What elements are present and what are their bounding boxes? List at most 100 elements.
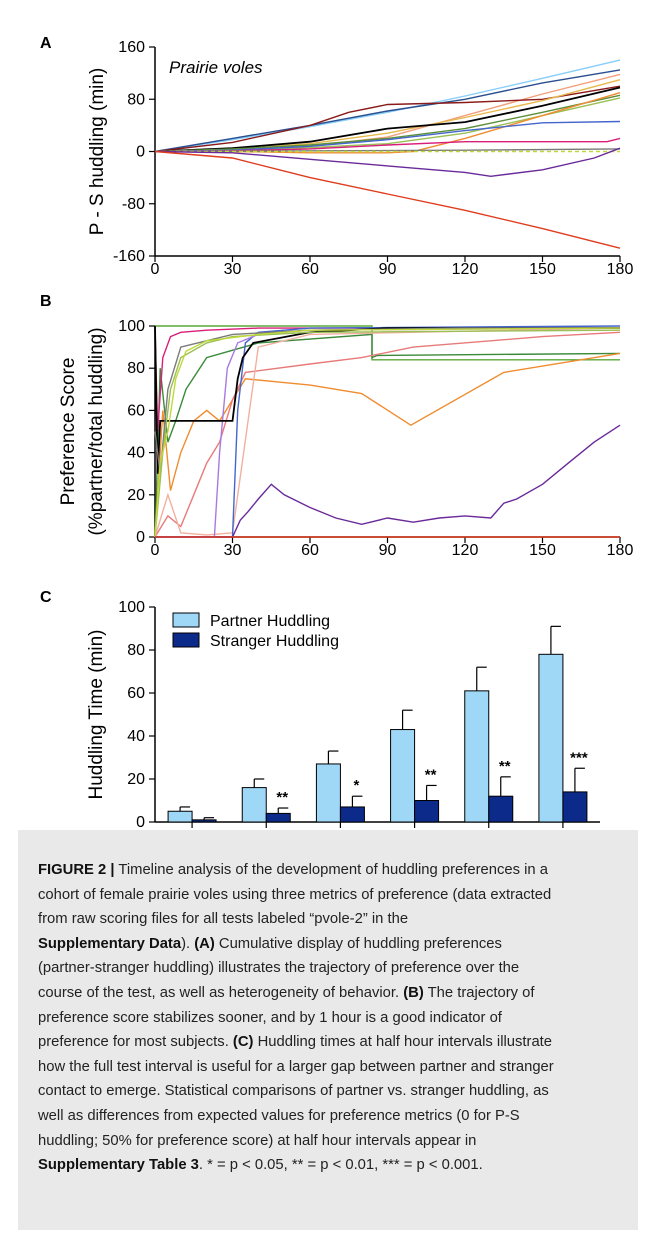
x-tick-label: 150 [529,261,556,278]
y-tick-label: 60 [127,402,145,419]
x-tick-label: 0 [151,261,160,278]
figure-caption: FIGURE 2 | Timeline analysis of the deve… [38,858,623,1178]
series-line-13 [155,424,621,538]
series-line-3 [154,352,621,538]
x-tick-label: 120 [452,542,479,559]
series-line-15 [154,150,621,249]
y-tick-label: 80 [127,360,145,377]
caption-background [18,830,638,1230]
series-line-4 [154,331,621,538]
chart-annotation: Prairie voles [169,58,263,77]
legend-swatch [172,612,200,628]
caption-text: . * = p < 0.05, ** = p < 0.01, *** = p <… [198,1157,483,1174]
x-tick-label: 150 [529,542,556,559]
y-tick-label: 60 [127,685,145,702]
bar-partner [464,690,490,823]
y-tick-label: 100 [118,599,145,616]
caption-text: cohort of female prairie voles using thr… [38,886,552,903]
y-tick-label: -80 [122,196,145,213]
bar-partner [241,787,267,823]
caption-line: preference score stabilizes sooner, and … [38,1006,623,1031]
series-line-11 [154,329,621,538]
x-tick-label: 90 [379,542,397,559]
significance-marker: ** [499,758,511,775]
y-tick-label: 40 [127,445,145,462]
caption-line: Supplementary Table 3. * = p < 0.05, ** … [38,1153,623,1178]
caption-text: Timeline analysis of the development of … [114,862,548,878]
series-line-5 [154,327,621,538]
y-axis-label-line2: (%partner/total huddling) [86,327,107,535]
series-line-12 [154,327,621,538]
x-tick-label: 180 [607,261,634,278]
significance-marker: ** [425,766,437,783]
x-tick-label: 90 [379,261,397,278]
caption-text: (partner-stranger huddling) illustrates … [38,960,520,977]
bar-partner [167,810,193,823]
significance-marker: *** [570,749,588,766]
bar-partner [315,763,341,823]
x-tick-label: 60 [301,542,319,559]
bar-stranger [191,819,217,823]
x-tick-label: 0 [151,542,160,559]
caption-text: preference for most subjects. [38,1034,233,1051]
caption-text: preference score stabilizes sooner, and … [38,1009,502,1026]
legend-swatch [172,632,200,648]
series-line-14 [154,147,621,178]
panel-letter-A: A [40,35,52,52]
significance-marker: ** [276,789,288,806]
y-tick-label: 0 [136,814,145,830]
caption-text: contact to emerge. Statistical compariso… [38,1083,549,1100]
x-tick-label: 30 [224,542,242,559]
caption-bold-text: Supplementary Table 3 [38,1157,199,1174]
y-axis-label: Huddling Time (min) [86,630,107,800]
x-tick-label: 120 [452,261,479,278]
y-tick-label: -160 [113,248,145,265]
caption-line: cohort of female prairie voles using thr… [38,883,623,908]
caption-text: from raw scoring files for all tests lab… [38,911,409,928]
caption-line: Supplementary Data). (A) Cumulative disp… [38,932,623,957]
caption-line: contact to emerge. Statistical compariso… [38,1079,623,1104]
bar-partner [390,729,416,823]
caption-bold-text: (B) [403,984,424,1001]
caption-text: Cumulative display of huddling preferenc… [214,935,502,952]
series-line-2 [154,69,621,153]
caption-line: how the full test interval is useful for… [38,1055,623,1080]
caption-bold-text: (C) [232,1034,254,1051]
x-tick-label: 180 [607,542,634,559]
caption-text: course of the test, as well as heterogen… [38,984,404,1001]
bar-partner [538,653,564,823]
caption-text: huddling; 50% for preference score) at h… [38,1132,477,1149]
y-tick-label: 160 [118,39,145,56]
panel-letter-C: C [40,589,52,606]
caption-line: well as differences from expected values… [38,1104,623,1129]
series-line-1 [154,59,621,153]
series-line-1 [155,325,620,361]
y-axis-label: P - S huddling (min) [87,68,108,236]
legend-label: Partner Huddling [210,613,330,630]
caption-bold-text: (A) [194,935,215,952]
y-axis-label-line1: Preference Score [58,358,79,506]
x-tick-label: 30 [224,261,242,278]
y-tick-label: 0 [136,529,145,546]
y-tick-label: 20 [127,771,145,788]
caption-line: huddling; 50% for preference score) at h… [38,1129,623,1154]
legend-label: Stranger Huddling [210,633,339,650]
panel-letter-B: B [40,293,52,310]
bar-stranger [339,806,365,823]
bar-stranger [265,812,291,823]
significance-marker: * [353,777,359,794]
caption-text: well as differences from expected values… [38,1107,520,1124]
caption-line: from raw scoring files for all tests lab… [38,907,623,932]
y-tick-label: 0 [136,144,145,161]
series-line-6 [154,325,620,432]
caption-text: how the full test interval is useful for… [38,1058,554,1075]
bar-stranger [488,795,514,823]
caption-text: The trajectory of [423,984,535,1001]
caption-text: Huddling times at half hour intervals il… [253,1034,553,1051]
bar-stranger [414,800,440,823]
series-line-4 [154,85,621,153]
x-tick-label: 60 [301,261,319,278]
y-tick-label: 80 [127,91,145,108]
y-tick-label: 40 [127,728,145,745]
caption-bold-text: Supplementary Data [38,935,182,952]
